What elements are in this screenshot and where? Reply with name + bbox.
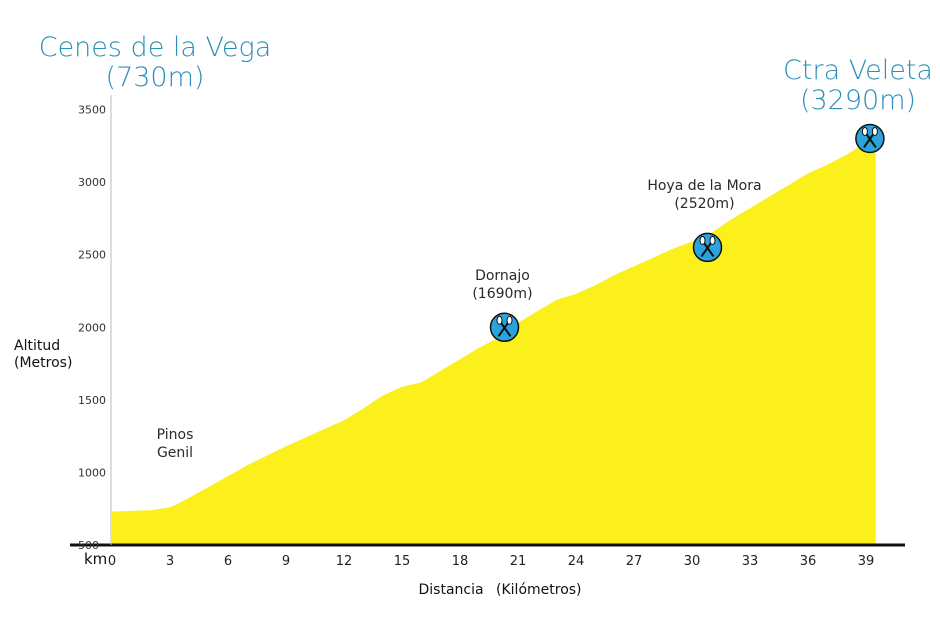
y-axis-title: Altitud (Metros) — [14, 338, 72, 372]
label-pinos-genil: Pinos Genil — [135, 426, 215, 462]
label-hoya-name: Hoya de la Mora — [647, 178, 762, 195]
y-axis-title-line2: (Metros) — [14, 355, 73, 371]
label-hoya-elev: (2520m) — [674, 196, 735, 213]
x-tick-label-0: 0 — [108, 554, 116, 569]
x-tick-label-12: 36 — [800, 554, 817, 569]
x-tick-label-10: 30 — [684, 554, 701, 569]
spoon-head — [861, 127, 868, 136]
y-tick-label-2: 1500 — [78, 394, 106, 407]
x-axis-title: Distancia (Kilómetros) — [0, 582, 940, 598]
label-ctra-veleta: Ctra Veleta (3290m) — [783, 56, 933, 116]
y-tick-label-1: 1000 — [78, 466, 106, 479]
cutlery-icon — [489, 312, 520, 343]
x-tick-label-13: 39 — [858, 554, 875, 569]
label-dornajo: Dornajo (1690m) — [442, 267, 562, 303]
y-axis-title-line1: Altitud — [14, 338, 61, 354]
x-tick-label-11: 33 — [742, 554, 759, 569]
fork-head — [506, 315, 513, 325]
label-cenes-name: Cenes de la Vega — [38, 32, 272, 63]
cutlery-icon — [855, 123, 885, 154]
markers — [489, 123, 885, 343]
y-tick-label-5: 3000 — [78, 176, 106, 189]
x-tick-label-8: 24 — [568, 554, 585, 569]
axes — [70, 95, 905, 547]
x-tick-label-3: 9 — [282, 554, 290, 569]
x-tick-label-1: 3 — [166, 554, 174, 569]
label-pinos-line2: Genil — [156, 445, 194, 461]
cutlery-icon — [692, 232, 723, 263]
x-tick-label-9: 27 — [626, 554, 643, 569]
x-tick-label-4: 12 — [336, 554, 353, 569]
fork-head — [709, 235, 716, 245]
elevation-area — [112, 140, 876, 545]
spoon-head — [699, 235, 706, 245]
x-tick-label-5: 15 — [394, 554, 411, 569]
y-tick-label-6: 3500 — [78, 104, 106, 117]
label-veleta-name: Ctra Veleta — [783, 55, 933, 86]
x-axis-title-unit: (Kilómetros) — [496, 582, 582, 598]
label-cenes-de-la-vega: Cenes de la Vega (730m) — [35, 33, 275, 93]
label-hoya-de-la-mora: Hoya de la Mora (2520m) — [619, 177, 789, 213]
label-pinos-line1: Pinos — [156, 427, 194, 443]
x-tick-label-7: 21 — [510, 554, 527, 569]
y-tick-label-0: 500 — [78, 539, 99, 552]
x-tick-label-6: 18 — [452, 554, 469, 569]
y-tick-label-4: 2500 — [78, 249, 106, 262]
y-tick-label-3: 2000 — [78, 321, 106, 334]
label-veleta-elev: (3290m) — [799, 85, 917, 116]
label-cenes-elev: (730m) — [105, 62, 205, 93]
label-dornajo-elev: (1690m) — [472, 286, 533, 303]
elevation-profile-area — [112, 140, 876, 545]
spoon-head — [496, 315, 503, 325]
x-tick-label-2: 6 — [224, 554, 232, 569]
fork-head — [871, 127, 878, 136]
x-unit-label: km — [84, 550, 108, 568]
x-axis-title-text: Distancia — [418, 582, 484, 598]
label-dornajo-name: Dornajo — [475, 268, 530, 285]
